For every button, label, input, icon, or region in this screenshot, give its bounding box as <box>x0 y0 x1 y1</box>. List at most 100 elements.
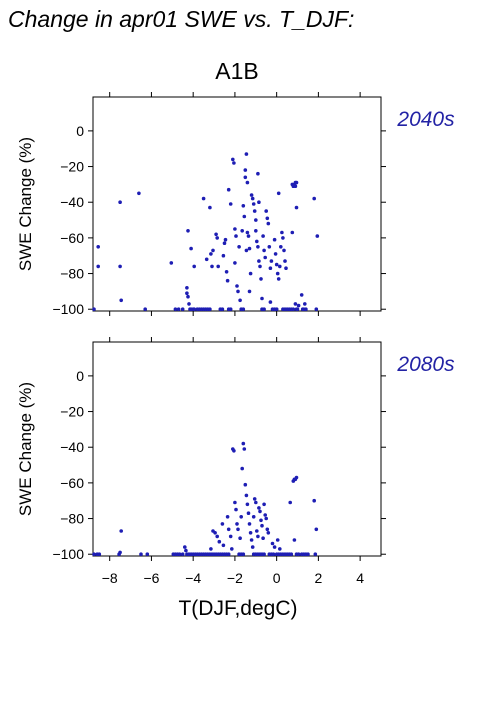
data-point <box>228 534 233 539</box>
data-point <box>215 236 219 240</box>
data-point <box>313 552 318 556</box>
data-point <box>92 307 96 312</box>
data-point <box>222 241 227 245</box>
data-point <box>119 298 123 303</box>
panel-1-period-label: 2040s <box>396 108 455 131</box>
panel-2-xtick-label: −6 <box>143 570 159 586</box>
data-point <box>278 547 282 551</box>
data-point <box>294 205 299 210</box>
data-point <box>265 216 270 221</box>
data-point <box>243 175 248 180</box>
panel-2-ytick-label: −80 <box>60 511 84 527</box>
data-point <box>241 552 246 556</box>
data-point <box>228 307 233 312</box>
data-point <box>235 522 239 526</box>
data-point <box>241 307 246 312</box>
data-point <box>224 270 229 274</box>
data-point <box>220 307 225 312</box>
data-point <box>177 552 182 556</box>
data-point <box>259 518 263 523</box>
data-point <box>225 278 230 283</box>
data-point <box>209 252 213 256</box>
data-point <box>257 200 261 204</box>
data-point <box>242 214 247 219</box>
data-point <box>137 191 141 196</box>
data-point <box>299 293 304 297</box>
x-axis-label: T(DJF,degC) <box>178 597 297 620</box>
data-point <box>185 291 189 296</box>
data-point <box>139 552 143 556</box>
data-point <box>306 552 310 556</box>
panel-2-ytick-label: 0 <box>76 368 84 384</box>
data-point <box>251 202 256 206</box>
panel-1-ytick-label: −100 <box>52 301 84 317</box>
data-point <box>213 531 217 535</box>
panel-2-xtick-label: −8 <box>102 570 118 586</box>
data-point <box>269 259 274 263</box>
panel-2-period-label: 2080s <box>396 353 455 376</box>
data-point <box>185 286 189 290</box>
data-point <box>236 289 240 294</box>
data-point <box>243 482 248 487</box>
data-point <box>252 209 257 213</box>
data-point <box>241 204 246 208</box>
data-point <box>264 209 269 213</box>
data-point <box>295 307 300 312</box>
data-point <box>267 245 272 249</box>
data-point <box>145 552 150 556</box>
data-point <box>247 289 252 294</box>
data-point <box>183 545 187 549</box>
data-point <box>238 536 242 540</box>
data-point <box>173 307 178 312</box>
data-point <box>251 515 256 519</box>
data-point <box>233 227 237 231</box>
data-point <box>97 552 102 556</box>
data-point <box>244 152 249 156</box>
data-point <box>240 229 244 233</box>
data-point <box>274 262 279 267</box>
panel-2-ytick-label: −20 <box>60 404 84 420</box>
data-point <box>211 248 215 253</box>
data-point <box>221 543 226 548</box>
data-point <box>240 466 244 471</box>
data-point <box>186 294 190 299</box>
data-point <box>292 538 297 542</box>
data-point <box>234 507 238 512</box>
data-point <box>278 264 282 269</box>
data-point <box>274 307 279 312</box>
data-point <box>254 218 258 222</box>
data-point <box>192 264 196 269</box>
data-point <box>254 529 259 533</box>
data-point <box>92 552 96 556</box>
panel-2-ytick-label: −60 <box>60 475 84 491</box>
panel-2-ytick-label: −40 <box>60 439 84 455</box>
data-point <box>275 271 280 276</box>
panel-1-ytick-label: −20 <box>60 159 84 175</box>
data-point <box>214 232 218 237</box>
data-point <box>248 531 253 535</box>
data-point <box>226 187 231 192</box>
data-point <box>236 527 240 532</box>
panel-2-xtick-label: −2 <box>227 570 243 586</box>
panel-1-frame <box>92 96 382 312</box>
data-point <box>180 552 185 556</box>
data-point <box>226 552 231 556</box>
data-point <box>96 264 100 269</box>
data-point <box>246 234 251 238</box>
scenario-subtitle: A1B <box>215 58 258 84</box>
data-point <box>294 475 299 480</box>
data-point <box>208 307 212 312</box>
data-point <box>217 539 222 544</box>
data-point <box>187 302 191 306</box>
data-point <box>296 552 301 556</box>
data-point <box>280 230 284 235</box>
panel-1-ytick-label: 0 <box>76 123 84 139</box>
data-point <box>304 307 308 312</box>
data-point <box>192 307 196 312</box>
data-point <box>237 245 241 249</box>
data-point <box>314 527 319 532</box>
data-point <box>272 545 277 549</box>
